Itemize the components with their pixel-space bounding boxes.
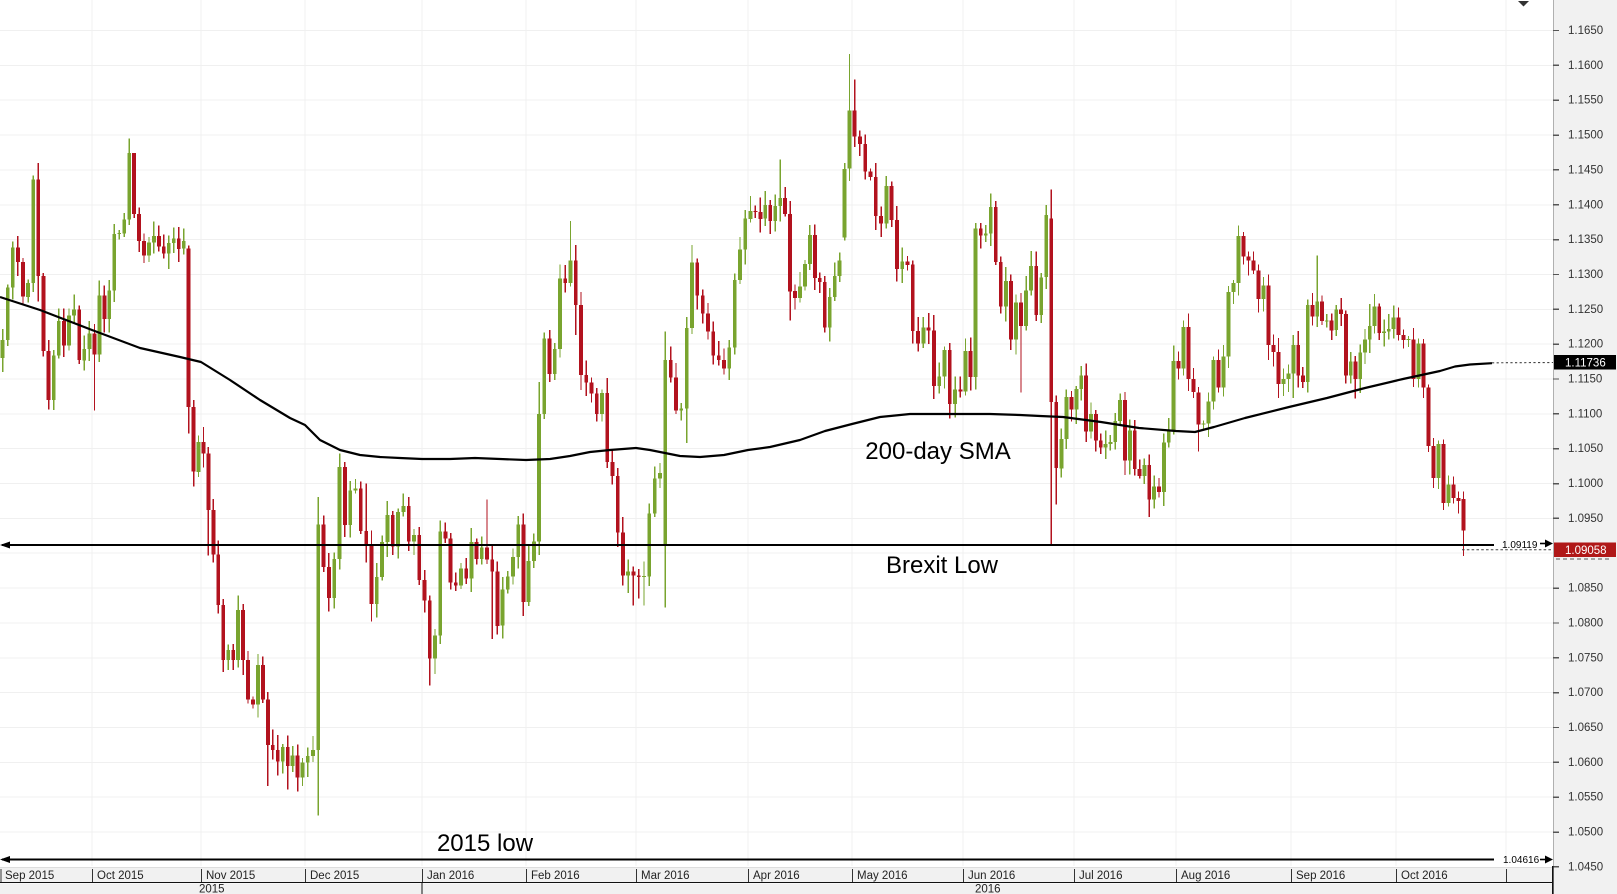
svg-text:Feb 2016: Feb 2016 [531,870,580,882]
svg-text:Jul 2016: Jul 2016 [1079,870,1122,882]
svg-text:1.11736: 1.11736 [1565,358,1606,370]
svg-text:1.0500: 1.0500 [1568,827,1603,839]
svg-text:1.1600: 1.1600 [1568,60,1603,72]
svg-text:1.0600: 1.0600 [1568,757,1603,769]
svg-text:1.1000: 1.1000 [1568,478,1603,490]
svg-text:1.1350: 1.1350 [1568,234,1603,246]
svg-text:Jan 2016: Jan 2016 [427,870,474,882]
svg-text:1.0950: 1.0950 [1568,513,1603,525]
svg-text:1.09119: 1.09119 [1502,540,1538,551]
svg-text:1.1250: 1.1250 [1568,304,1603,316]
svg-text:1.0750: 1.0750 [1568,652,1603,664]
svg-text:Dec 2015: Dec 2015 [310,870,359,882]
svg-text:Brexit Low: Brexit Low [886,552,999,579]
svg-text:Oct 2016: Oct 2016 [1401,870,1448,882]
svg-text:1.1400: 1.1400 [1568,199,1603,211]
svg-text:1.1050: 1.1050 [1568,443,1603,455]
svg-text:1.1300: 1.1300 [1568,269,1603,281]
svg-text:1.1500: 1.1500 [1568,130,1603,142]
svg-text:May 2016: May 2016 [857,870,908,882]
svg-text:1.0850: 1.0850 [1568,583,1603,595]
svg-text:1.0550: 1.0550 [1568,792,1603,804]
svg-text:Apr 2016: Apr 2016 [753,870,800,882]
svg-text:Oct 2015: Oct 2015 [97,870,144,882]
svg-text:1.0700: 1.0700 [1568,687,1603,699]
svg-text:Mar 2016: Mar 2016 [641,870,690,882]
svg-text:2015: 2015 [199,884,225,894]
svg-text:2016: 2016 [975,884,1001,894]
svg-text:1.0650: 1.0650 [1568,722,1603,734]
svg-text:Jun 2016: Jun 2016 [968,870,1015,882]
svg-text:1.04616: 1.04616 [1503,855,1540,866]
svg-text:1.1200: 1.1200 [1568,339,1603,351]
svg-text:Aug 2016: Aug 2016 [1181,870,1230,882]
svg-text:1.1150: 1.1150 [1568,374,1602,386]
svg-text:1.0800: 1.0800 [1568,618,1603,630]
svg-text:200-day SMA: 200-day SMA [865,438,1010,465]
svg-text:1.1650: 1.1650 [1568,25,1603,37]
svg-text:1.1450: 1.1450 [1568,164,1603,176]
svg-text:1.1550: 1.1550 [1568,95,1603,107]
svg-text:1.1100: 1.1100 [1568,408,1602,420]
svg-text:Sep 2015: Sep 2015 [5,870,54,882]
svg-text:Sep 2016: Sep 2016 [1296,870,1345,882]
svg-text:Nov 2015: Nov 2015 [206,870,255,882]
svg-text:1.0450: 1.0450 [1568,861,1603,873]
svg-text:1.09058: 1.09058 [1565,545,1607,557]
svg-text:2015 low: 2015 low [437,830,534,857]
